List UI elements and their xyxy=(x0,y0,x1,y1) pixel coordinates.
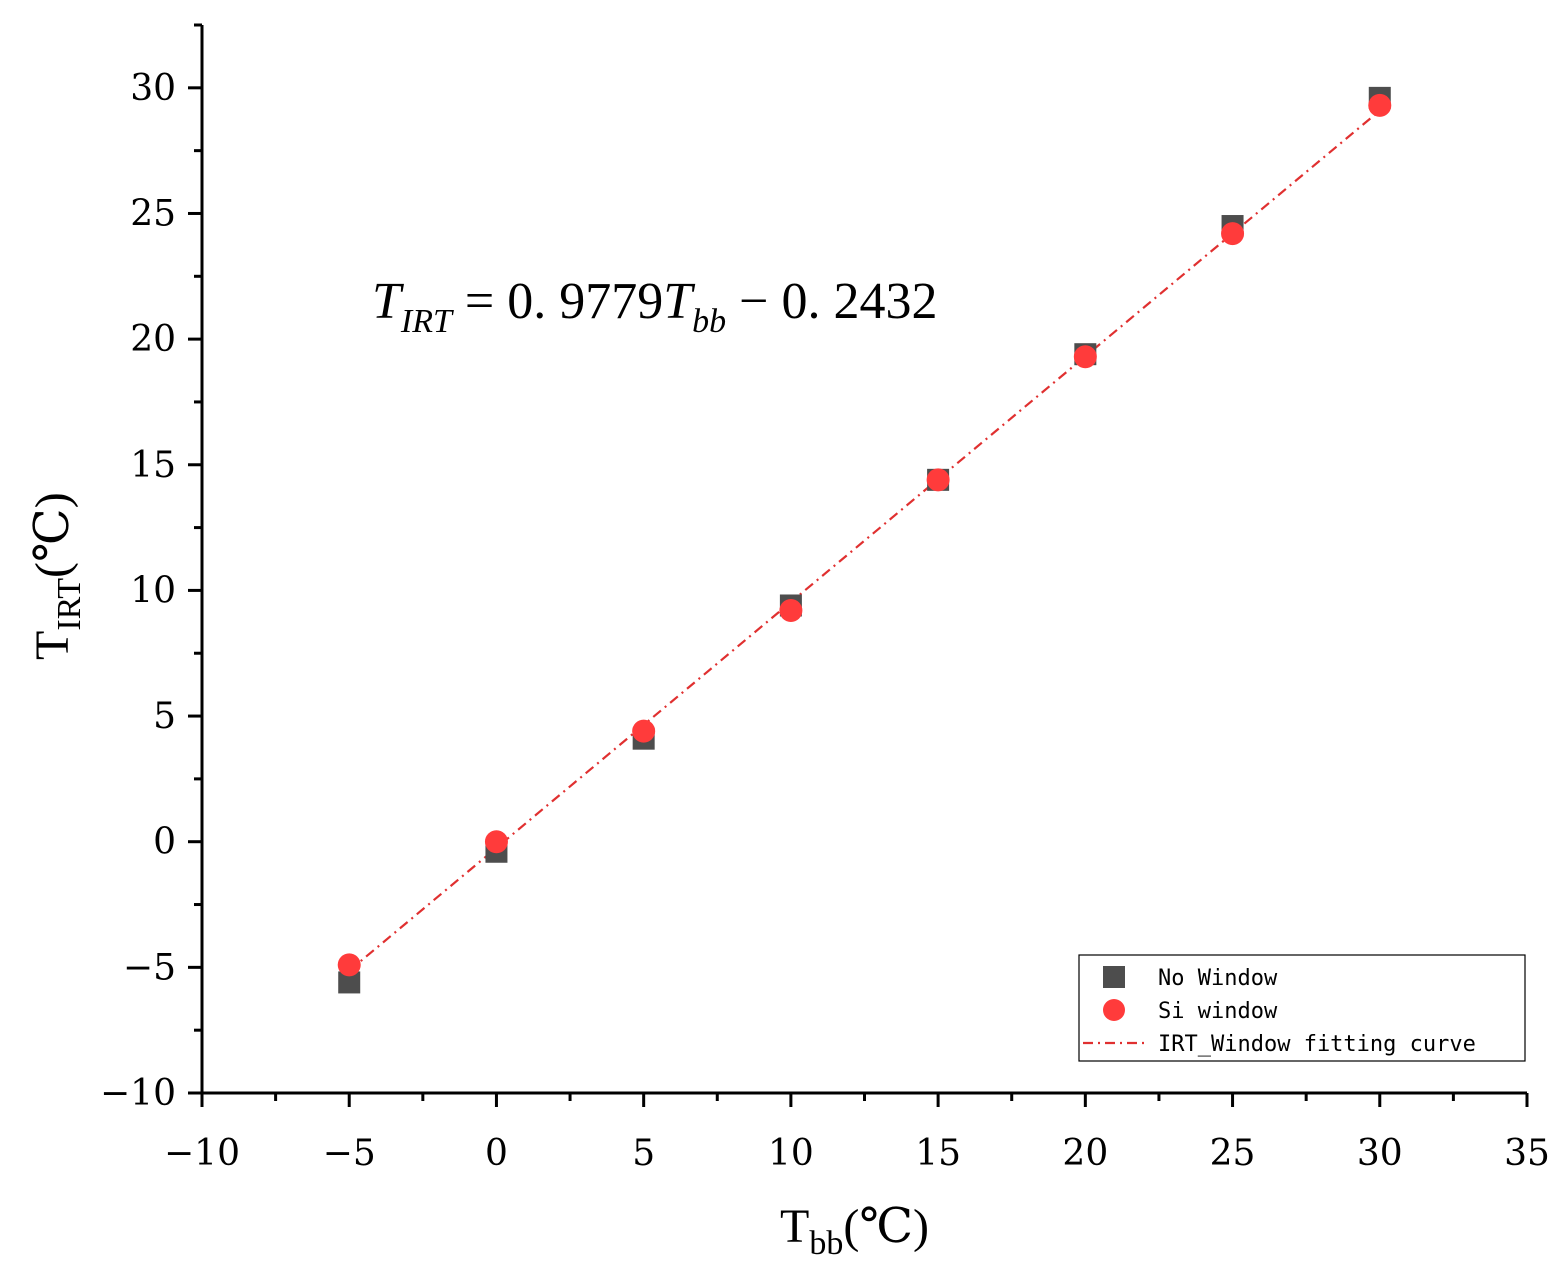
x-tick-label: 0 xyxy=(485,1133,508,1174)
x-title-sub: bb xyxy=(809,1225,843,1262)
si-window-point xyxy=(484,830,508,854)
legend-si-window-label: Si window xyxy=(1158,999,1278,1024)
legend-no-window-label: No Window xyxy=(1158,966,1278,991)
fit-equation: TIRT = 0. 9779Tbb − 0. 2432 xyxy=(372,273,938,340)
y-axis-title: TIRT(℃) xyxy=(26,492,88,660)
x-tick-label: 25 xyxy=(1210,1133,1256,1174)
y-tick-label: 0 xyxy=(153,822,176,863)
si-window-point xyxy=(1221,222,1245,246)
x-tick-label: 35 xyxy=(1504,1133,1550,1174)
eq-rhs-2: − 0. 2432 xyxy=(726,273,937,330)
legend: No Window Si window IRT_Window fitting c… xyxy=(1078,954,1526,1062)
x-tick-label: 5 xyxy=(632,1133,655,1174)
y-tick-label: 5 xyxy=(153,696,176,737)
y-title-sub: IRT xyxy=(51,578,88,631)
x-axis-ticks: −10 −5 0 5 10 15 20 25 30 35 xyxy=(164,1093,1550,1174)
si-window-point xyxy=(337,953,361,977)
fit-line xyxy=(348,109,1381,972)
x-tick-label: 20 xyxy=(1062,1133,1108,1174)
y-axis-ticks: −10 −5 0 5 10 15 20 25 30 xyxy=(100,23,202,1114)
x-axis-title: Tbb(℃) xyxy=(780,1200,929,1262)
legend-fit-line-label: IRT_Window fitting curve xyxy=(1158,1032,1476,1057)
x-tick-label: −5 xyxy=(323,1133,376,1174)
y-tick-label: 15 xyxy=(130,445,176,486)
si-window-point xyxy=(1368,93,1392,117)
no-window-point xyxy=(338,971,361,994)
si-window-point xyxy=(779,599,803,623)
y-tick-label: 20 xyxy=(130,319,176,360)
y-tick-label: 10 xyxy=(130,570,176,611)
si-window-point xyxy=(632,719,656,743)
eq-rhs-1: = 0. 9779 xyxy=(452,273,663,330)
eq-lhs-sub: IRT xyxy=(400,303,454,340)
x-tick-label: 10 xyxy=(768,1133,814,1174)
si-window-point xyxy=(1073,345,1097,369)
legend-si-window-marker xyxy=(1103,999,1125,1021)
eq-rhs-T: T xyxy=(663,273,695,330)
y-tick-label: −10 xyxy=(100,1073,176,1114)
x-tick-label: 15 xyxy=(915,1133,961,1174)
x-title-main: T xyxy=(780,1200,809,1253)
y-tick-label: 30 xyxy=(130,68,176,109)
y-title-main: T xyxy=(26,631,79,660)
si-window-points xyxy=(337,93,1392,977)
x-tick-label: 30 xyxy=(1357,1133,1403,1174)
legend-no-window-marker xyxy=(1103,966,1125,988)
x-title-unit: (℃) xyxy=(843,1200,929,1253)
y-title-unit: (℃) xyxy=(26,492,79,578)
x-tick-label: −10 xyxy=(164,1133,240,1174)
y-tick-label: 25 xyxy=(130,193,176,234)
eq-rhs-sub: bb xyxy=(692,303,726,340)
eq-lhs: T xyxy=(372,273,404,330)
si-window-point xyxy=(926,468,950,492)
y-tick-label: −5 xyxy=(123,947,176,988)
legend-box xyxy=(1078,954,1526,1062)
